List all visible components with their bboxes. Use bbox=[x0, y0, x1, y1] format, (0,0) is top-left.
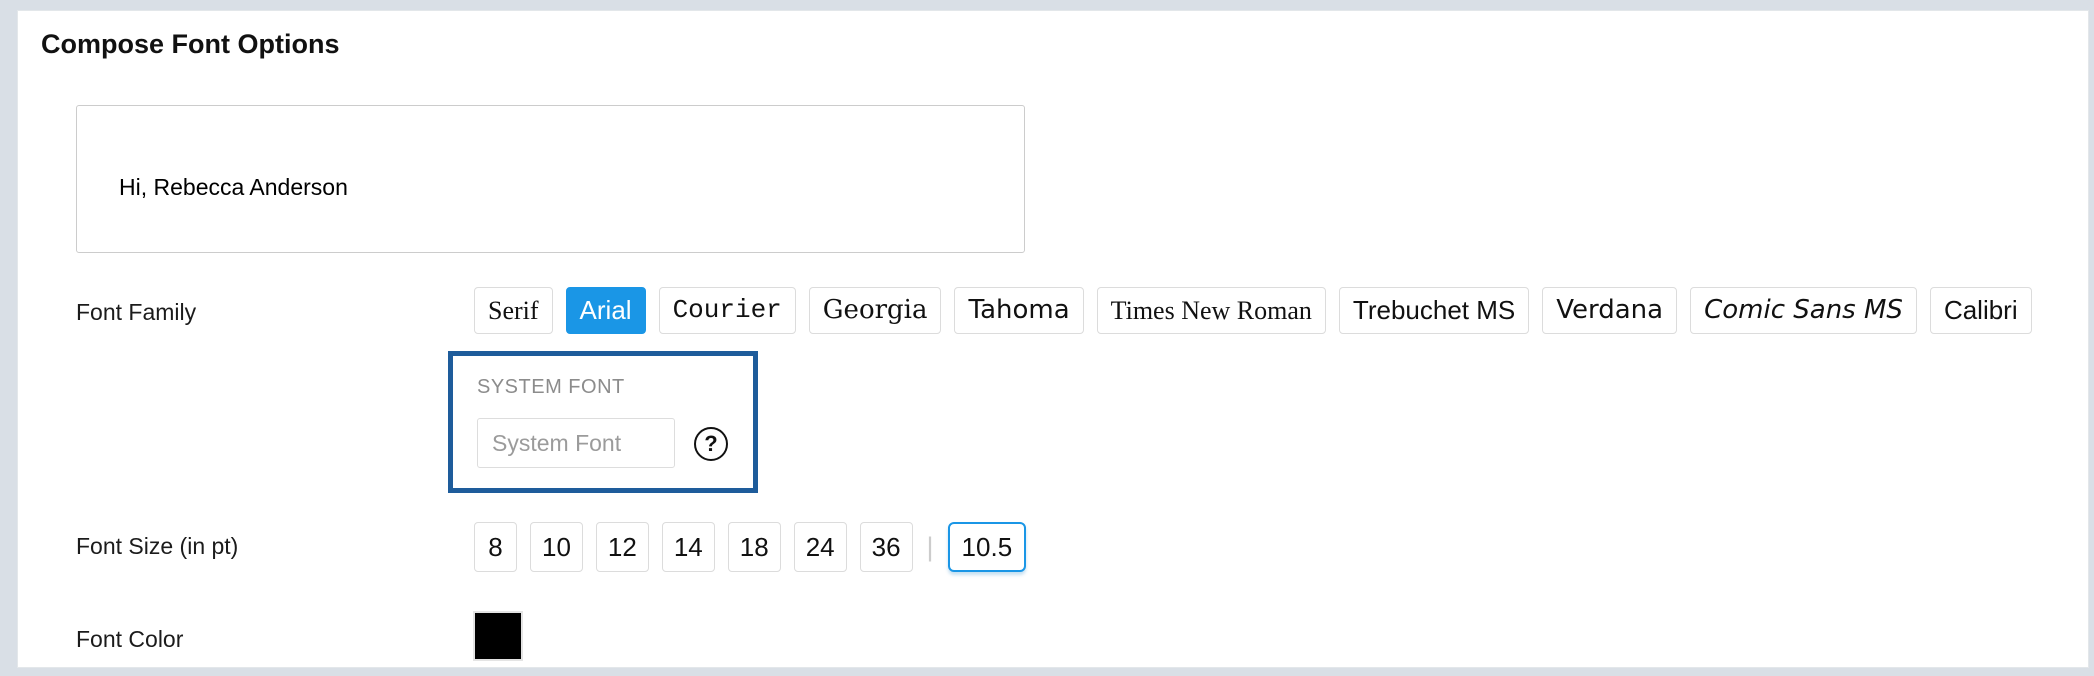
system-font-input[interactable] bbox=[477, 418, 675, 468]
font-size-option-18[interactable]: 18 bbox=[727, 522, 781, 572]
font-preview-box: Hi, Rebecca Anderson bbox=[76, 105, 1025, 253]
font-size-custom-button[interactable]: 10.5 bbox=[947, 522, 1027, 572]
font-color-swatch[interactable] bbox=[475, 613, 521, 659]
system-font-group-label: SYSTEM FONT bbox=[477, 376, 625, 398]
font-size-options: 8 10 12 14 18 24 36 | 10.5 bbox=[474, 522, 1027, 572]
font-family-option-serif[interactable]: Serif bbox=[474, 287, 553, 334]
font-size-label: Font Size (in pt) bbox=[76, 533, 239, 559]
font-size-separator: | bbox=[926, 531, 934, 562]
font-size-option-10[interactable]: 10 bbox=[530, 522, 583, 572]
font-family-option-calibri[interactable]: Calibri bbox=[1929, 287, 2032, 334]
font-family-label: Font Family bbox=[76, 299, 197, 325]
font-family-option-trebuchet-ms[interactable]: Trebuchet MS bbox=[1338, 287, 1530, 334]
font-color-label: Font Color bbox=[76, 626, 184, 652]
font-size-option-8[interactable]: 8 bbox=[474, 522, 517, 572]
font-family-option-verdana[interactable]: Verdana bbox=[1542, 287, 1678, 334]
font-preview-text: Hi, Rebecca Anderson bbox=[119, 173, 348, 200]
font-size-option-14[interactable]: 14 bbox=[661, 522, 715, 572]
font-family-option-courier[interactable]: Courier bbox=[658, 287, 796, 334]
font-family-option-tahoma[interactable]: Tahoma bbox=[954, 287, 1084, 334]
font-family-option-georgia[interactable]: Georgia bbox=[808, 287, 942, 334]
compose-font-options-panel: Compose Font Options Hi, Rebecca Anderso… bbox=[17, 10, 2089, 668]
font-family-option-times-new-roman[interactable]: Times New Roman bbox=[1096, 287, 1326, 334]
system-font-highlight-box: SYSTEM FONT ? bbox=[448, 351, 758, 493]
font-family-options: Serif Arial Courier Georgia Tahoma Times New … bbox=[474, 287, 2032, 334]
font-size-option-24[interactable]: 24 bbox=[793, 522, 847, 572]
font-family-option-arial[interactable]: Arial bbox=[565, 287, 646, 334]
help-icon-glyph: ? bbox=[704, 431, 718, 456]
page-title: Compose Font Options bbox=[41, 29, 340, 59]
font-size-option-36[interactable]: 36 bbox=[859, 522, 913, 572]
help-icon[interactable]: ? bbox=[694, 427, 728, 461]
font-family-option-comic-sans-ms[interactable]: Comic Sans MS bbox=[1690, 287, 1917, 334]
font-size-option-12[interactable]: 12 bbox=[595, 522, 649, 572]
